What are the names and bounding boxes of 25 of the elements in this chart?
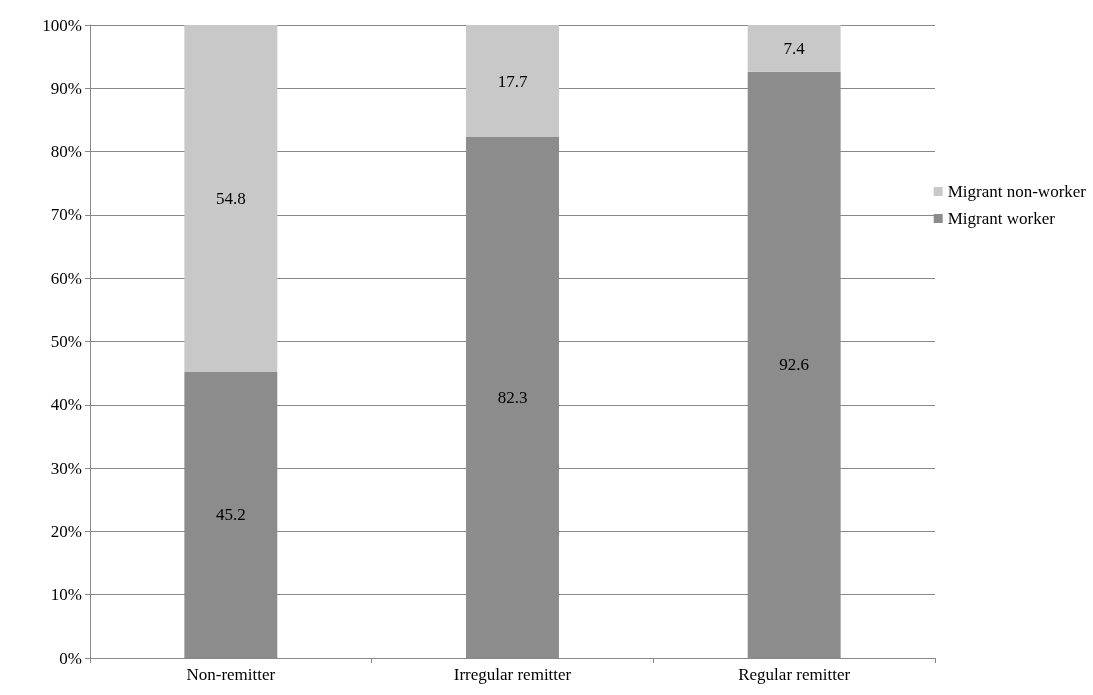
x-tick-label: Irregular remitter [453,665,572,684]
y-tick-label: 10% [50,585,82,605]
legend-label: Migrant non-worker [947,182,1087,201]
y-tick-label: 80% [50,142,82,162]
bar [747,25,841,72]
y-tick-label: 100% [42,15,82,35]
legend-label: Migrant worker [947,209,1056,228]
data-label: 82.3 [497,388,528,408]
x-tick-label: Non-remitter [186,665,276,684]
data-label: 92.6 [779,355,810,375]
y-tick-label: 60% [50,268,82,288]
bar [466,25,559,138]
y-tick-label: 70% [50,205,82,225]
y-tick-label: 40% [50,395,82,415]
y-tick-label: 30% [50,458,82,478]
bar [184,25,278,372]
x-tick-label: Regular remitter [738,665,851,684]
y-tick-label: 90% [50,78,82,98]
y-tick-label: 50% [50,332,82,351]
data-label: 7.4 [783,38,806,58]
y-tick-label: 20% [50,521,82,541]
data-label: 54.8 [215,188,246,208]
data-label: 45.2 [215,505,246,525]
y-tick-label: 0% [59,648,82,668]
data-label: 17.7 [497,71,528,91]
